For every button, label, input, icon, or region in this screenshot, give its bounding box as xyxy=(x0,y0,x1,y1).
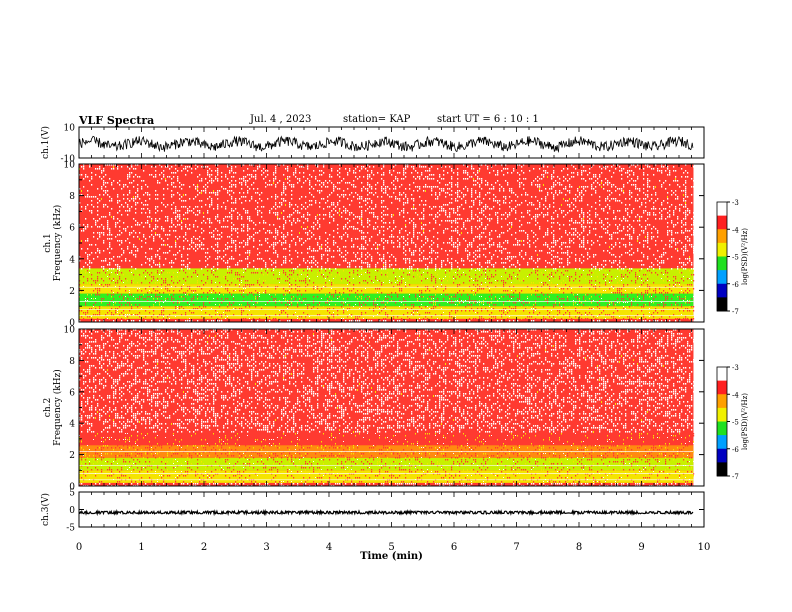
ch2-spectrogram-ytick-label: 8 xyxy=(69,357,75,367)
ch1-spectrogram-colorbar-label: log(PSD)(V²/Hz) xyxy=(741,228,749,285)
ch1-spectrogram-colorbar-seg xyxy=(717,297,727,312)
xtick-label: 0 xyxy=(76,542,82,553)
ch1-spectrogram-colorbar-tick-label: -5 xyxy=(732,254,739,262)
ch1-spectrogram-colorbar-tick-label: -6 xyxy=(732,281,739,289)
ch2-spectrogram-ytick-label: 0 xyxy=(69,483,75,493)
ch2-spectrogram-ytick-label: 4 xyxy=(69,420,75,430)
xtick-label: 6 xyxy=(451,542,457,553)
ch2-spectrogram-colorbar-seg xyxy=(717,435,727,450)
ch1-spectrogram-ytick-label: 2 xyxy=(69,287,75,297)
ch1-spectrogram-colorbar-seg xyxy=(717,283,727,298)
ch1-spectrogram-colorbar-seg xyxy=(717,229,727,244)
ch1-waveform-ytick-label: 10 xyxy=(64,124,76,134)
ch3-waveform-trace xyxy=(78,508,694,517)
xtick-label: 5 xyxy=(388,542,394,553)
start-time-label: start UT = 6 : 10 : 1 xyxy=(437,114,539,125)
ch1-spectrogram-ytick-label: 8 xyxy=(69,192,75,202)
ch2-spectrogram-colorbar-seg xyxy=(717,407,727,422)
ch2-spectrogram-colorbar-seg xyxy=(717,421,727,436)
ch2-spectrogram-ytick-label: 10 xyxy=(64,326,76,336)
ch1-spectrogram-ylabel-0: ch.1 xyxy=(43,233,53,252)
ch2-spectrogram-colorbar-tick-label: -3 xyxy=(732,364,739,372)
ch3-waveform-frame xyxy=(78,491,705,528)
ch2-spectrogram-colorbar-tick-label: -6 xyxy=(732,446,739,454)
ch2-spectrogram-colorbar-seg xyxy=(717,367,727,382)
ch2-spectrogram-colorbar-seg xyxy=(717,380,727,395)
ch1-spectrogram-ytick-label: 4 xyxy=(69,255,75,265)
ch2-spectrogram-ylabel-1: Frequency (kHz) xyxy=(52,369,63,446)
ch1-spectrogram-ytick-label: 6 xyxy=(69,224,75,234)
ch2-spectrogram-colorbar-seg xyxy=(717,462,727,477)
ch1-spectrogram-band-4 xyxy=(79,164,694,269)
ch3-waveform-ylabel: ch.3(V) xyxy=(40,493,51,526)
ch2-spectrogram-colorbar-tick-label: -4 xyxy=(732,391,739,399)
xtick-label: 2 xyxy=(201,542,207,553)
x-axis-label: Time (min) xyxy=(360,551,423,562)
station-label: station= KAP xyxy=(343,114,411,125)
ch2-spectrogram-ylabel-0: ch.2 xyxy=(43,398,53,417)
ch3-waveform-ytick-label: -5 xyxy=(66,524,75,534)
ch2-spectrogram-colorbar-label: log(PSD)(V²/Hz) xyxy=(741,393,749,450)
date-label: Jul. 4 , 2023 xyxy=(250,114,312,125)
ch2-spectrogram-colorbar-seg xyxy=(717,448,727,463)
ch2-spectrogram-colorbar-seg xyxy=(717,394,727,409)
ch3-waveform-ytick-label: 5 xyxy=(69,489,75,499)
xtick-label: 3 xyxy=(263,542,269,553)
ch1-spectrogram-colorbar-seg xyxy=(717,256,727,271)
ch2-spectrogram-texture xyxy=(79,329,695,487)
xtick-label: 9 xyxy=(638,542,644,553)
ch3-waveform-ytick-label: 0 xyxy=(69,506,75,516)
xtick-label: 4 xyxy=(326,542,332,553)
ch1-spectrogram-colorbar-tick-label: -3 xyxy=(732,199,739,207)
ch1-waveform-ylabel: ch.1(V) xyxy=(40,126,51,159)
xtick-label: 7 xyxy=(513,542,519,553)
ch2-spectrogram-colorbar-tick-label: -5 xyxy=(732,419,739,427)
ch1-spectrogram-colorbar-seg xyxy=(717,215,727,230)
ch1-spectrogram-colorbar-tick-label: -7 xyxy=(732,308,739,316)
ch1-waveform-ytick-label: -10 xyxy=(61,155,76,165)
ch1-spectrogram-band-3 xyxy=(79,268,694,285)
ch1-spectrogram-colorbar-tick-label: -4 xyxy=(732,226,739,234)
ch1-spectrogram-colorbar-seg xyxy=(717,242,727,257)
xtick-label: 10 xyxy=(698,542,711,553)
xtick-label: 8 xyxy=(576,542,582,553)
ch1-spectrogram-colorbar-seg xyxy=(717,202,727,217)
ch1-waveform-trace xyxy=(78,135,694,154)
ch2-spectrogram-ytick-label: 6 xyxy=(69,388,75,398)
ch1-spectrogram-ytick-label: 10 xyxy=(64,161,76,171)
ch2-spectrogram-colorbar-tick-label: -7 xyxy=(732,473,739,481)
ch2-spectrogram-ytick-label: 2 xyxy=(69,451,75,461)
chart-title: VLF Spectra xyxy=(79,114,155,127)
ch1-spectrogram-ylabel-1: Frequency (kHz) xyxy=(52,205,63,282)
ch1-spectrogram-band-2 xyxy=(79,284,694,294)
xtick-label: 1 xyxy=(138,542,144,553)
ch1-spectrogram-colorbar-seg xyxy=(717,270,727,285)
ch1-spectrogram-texture xyxy=(79,164,695,322)
ch1-spectrogram-ytick-label: 0 xyxy=(69,319,75,329)
